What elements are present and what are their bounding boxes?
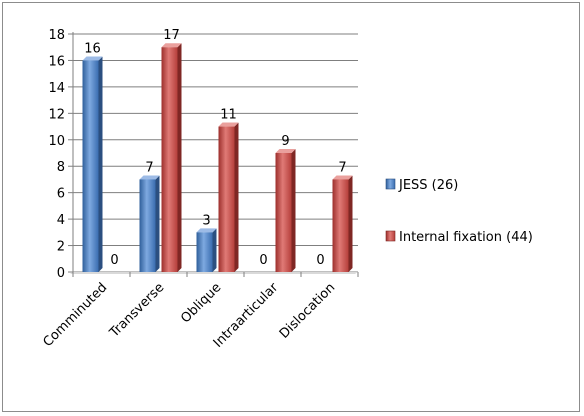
bar-side <box>348 175 353 272</box>
bar-top <box>196 228 217 233</box>
data-label: 9 <box>281 134 289 149</box>
data-label: 0 <box>316 253 324 268</box>
category-label: Oblique <box>178 280 224 326</box>
bar-top <box>161 43 182 48</box>
bar-top <box>82 56 103 61</box>
y-tick-label: 16 <box>48 54 65 69</box>
data-label: 11 <box>220 108 237 123</box>
bar-internal-fixation <box>218 126 235 272</box>
data-label: 0 <box>110 253 118 268</box>
y-tick-label: 18 <box>48 28 65 43</box>
y-tick-label: 10 <box>48 134 65 149</box>
y-tick-label: 4 <box>57 213 65 228</box>
gridlines <box>73 33 358 247</box>
bar-top <box>139 175 160 180</box>
data-labels: 16 0 7 17 3 11 0 9 0 7 <box>84 28 346 268</box>
chart-floor <box>70 272 358 274</box>
data-label: 7 <box>338 160 346 175</box>
bars <box>82 43 353 272</box>
bar-side <box>177 43 182 272</box>
legend-label: JESS (26) <box>398 178 458 193</box>
y-tick-label: 2 <box>57 240 65 255</box>
y-tick-label: 12 <box>48 107 65 122</box>
y-tick-label: 14 <box>48 81 65 96</box>
data-label: 0 <box>259 253 267 268</box>
bar-jess <box>139 179 156 272</box>
legend: JESS (26) Internal fixation (44) <box>385 178 533 245</box>
legend-label: Internal fixation (44) <box>399 230 533 245</box>
data-label: 3 <box>202 213 210 228</box>
bar-jess <box>82 60 99 272</box>
bar-internal-fixation <box>275 153 292 272</box>
bar-jess <box>196 232 213 272</box>
category-label: Dislocation <box>277 280 339 342</box>
category-label: Transverse <box>106 280 167 341</box>
y-tick-label: 0 <box>57 266 65 281</box>
category-label: Comminuted <box>40 280 110 350</box>
bar-top <box>275 149 296 153</box>
bar-internal-fixation <box>332 179 349 272</box>
bar-top <box>218 122 239 127</box>
data-label: 7 <box>145 160 153 175</box>
bar-side <box>234 122 239 272</box>
bar-side <box>212 228 217 272</box>
data-label: 16 <box>84 41 101 56</box>
legend-swatch <box>385 178 396 190</box>
data-label: 17 <box>163 28 180 43</box>
bar-side <box>155 175 160 272</box>
bar-side <box>98 56 103 272</box>
legend-swatch <box>385 230 396 242</box>
y-tick-label: 6 <box>57 187 65 202</box>
bar-top <box>332 175 353 180</box>
y-tick-label: 8 <box>57 160 65 175</box>
bar-side <box>291 149 296 272</box>
bar-internal-fixation <box>161 47 178 272</box>
